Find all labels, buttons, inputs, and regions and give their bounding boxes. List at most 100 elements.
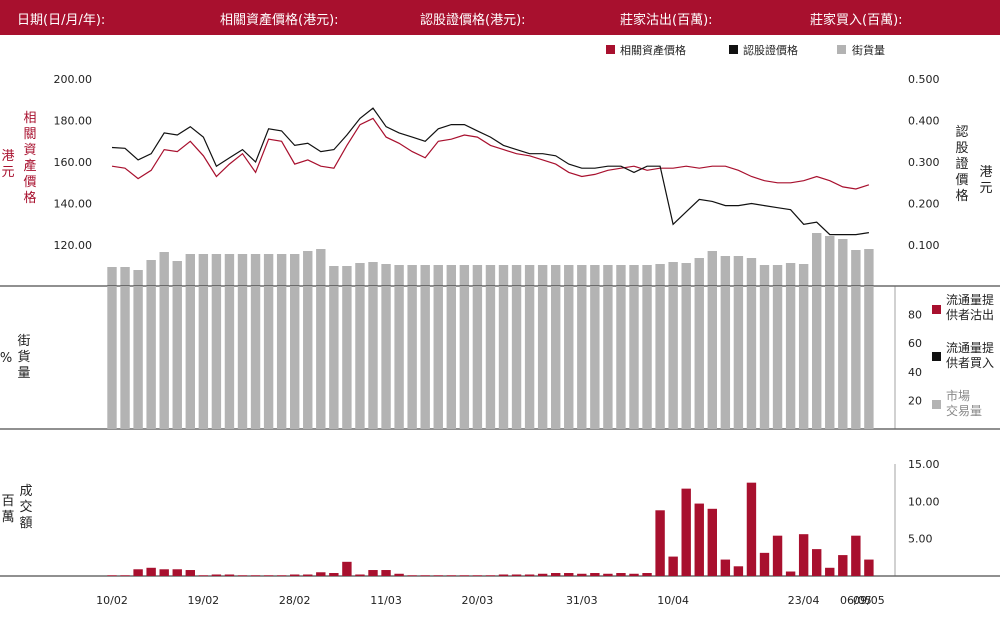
market-volume-bar [746,286,757,429]
outstanding-bar [524,265,535,286]
turnover-bar [459,575,470,576]
legend-underlying-label: 相關資產價格 [620,43,686,57]
market-volume-bar [498,286,509,429]
turnover-bar [746,482,757,576]
market-volume-bar [759,286,770,429]
bottom-axis-unit: 百 [1,494,14,509]
outstanding-bar [537,265,548,286]
market-volume-bar [485,286,496,429]
middle-legend-market-swatch [932,400,941,409]
turnover-bar [642,573,652,576]
market-volume-bar [629,286,639,429]
turnover-bar [511,574,522,576]
underlying-price-line [111,117,870,190]
left-axis-tick: 200.00 [54,73,93,86]
market-volume-bar [290,286,300,429]
market-volume-bar [551,286,561,429]
middle-legend-buy-label: 流通量提 [946,340,994,355]
left-axis-unit: 港 [1,149,14,164]
outstanding-bar [498,265,509,286]
outstanding-bar [772,265,783,286]
turnover-bar [759,552,770,576]
x-tick-label: 10/02 [96,594,128,607]
market-volume-bar [825,286,835,429]
market-volume-bar [394,286,404,429]
outstanding-bar [211,254,222,286]
turnover-bar [316,572,326,576]
outstanding-bar [420,265,430,286]
outstanding-bar [394,265,404,286]
turnover-bar [250,575,261,576]
outstanding-bar [785,263,796,286]
left-axis-unit: 元 [1,165,14,180]
market-volume-bar [198,286,209,429]
outstanding-bar [433,265,443,286]
turnover-bar [159,569,169,576]
market-volume-bar [107,286,117,429]
turnover-bar [420,575,430,576]
market-volume-bar [329,286,339,429]
middle-legend-buy-swatch [932,352,941,361]
turnover-bar [368,570,378,576]
right-axis-title: 格 [955,188,968,204]
left-axis-tick: 140.00 [54,198,93,211]
outstanding-bar [838,239,848,286]
left-axis-tick: 120.00 [54,239,93,252]
turnover-bar [733,566,744,576]
market-volume-bar [407,286,417,429]
market-volume-bar [459,286,470,429]
market-volume-bar [433,286,443,429]
market-volume-bar [537,286,548,429]
turnover-bar [276,575,287,576]
left-axis-title: 格 [23,190,36,206]
market-volume-bar [472,286,483,429]
turnover-bar [172,569,182,576]
turnover-bar [707,508,717,576]
turnover-bar [485,575,496,576]
outstanding-bar [590,265,600,286]
market-volume-bar [524,286,535,429]
turnover-bar [498,574,509,576]
legend-warrant-label: 認股證價格 [743,43,798,57]
outstanding-bar [681,263,691,286]
left-axis-title: 關 [23,127,36,142]
market-volume-bar [772,286,783,429]
turnover-bar [329,573,339,576]
turnover-bar [472,575,483,576]
outstanding-bar [720,256,731,286]
right-axis-tick: 0.400 [908,115,940,128]
turnover-bar [433,575,443,576]
middle-axis-tick: 80 [908,309,922,322]
outstanding-bar [198,254,209,286]
right-axis-title: 認 [955,124,968,140]
outstanding-bar [276,254,287,286]
x-tick-label: 20/03 [462,594,494,607]
outstanding-bar [446,265,456,286]
turnover-bar [825,567,835,576]
outstanding-bar [120,267,130,286]
turnover-bar [785,571,796,576]
bottom-axis-tick: 10.00 [908,495,940,508]
turnover-bar [303,574,313,576]
legend-outstanding-swatch [837,45,846,54]
bottom-axis-title: 交 [19,499,32,515]
market-volume-bar [707,286,717,429]
outstanding-bar [185,254,195,286]
x-tick-label: 23/04 [788,594,820,607]
header-warrant-label: 認股證價格(港元): [420,13,526,28]
turnover-bar [851,535,861,576]
turnover-bar [694,503,704,576]
outstanding-bar [329,266,339,286]
left-axis-title: 價 [23,175,36,190]
outstanding-bar [146,260,156,286]
market-volume-bar [785,286,796,429]
turnover-bar [668,556,678,576]
turnover-bar [720,559,731,576]
turnover-bar [355,574,365,576]
outstanding-bar [812,233,822,286]
warrant-price-line [111,107,869,236]
market-volume-bar [812,286,822,429]
right-axis-tick: 0.300 [908,156,940,169]
left-axis-title: 資 [23,143,36,158]
